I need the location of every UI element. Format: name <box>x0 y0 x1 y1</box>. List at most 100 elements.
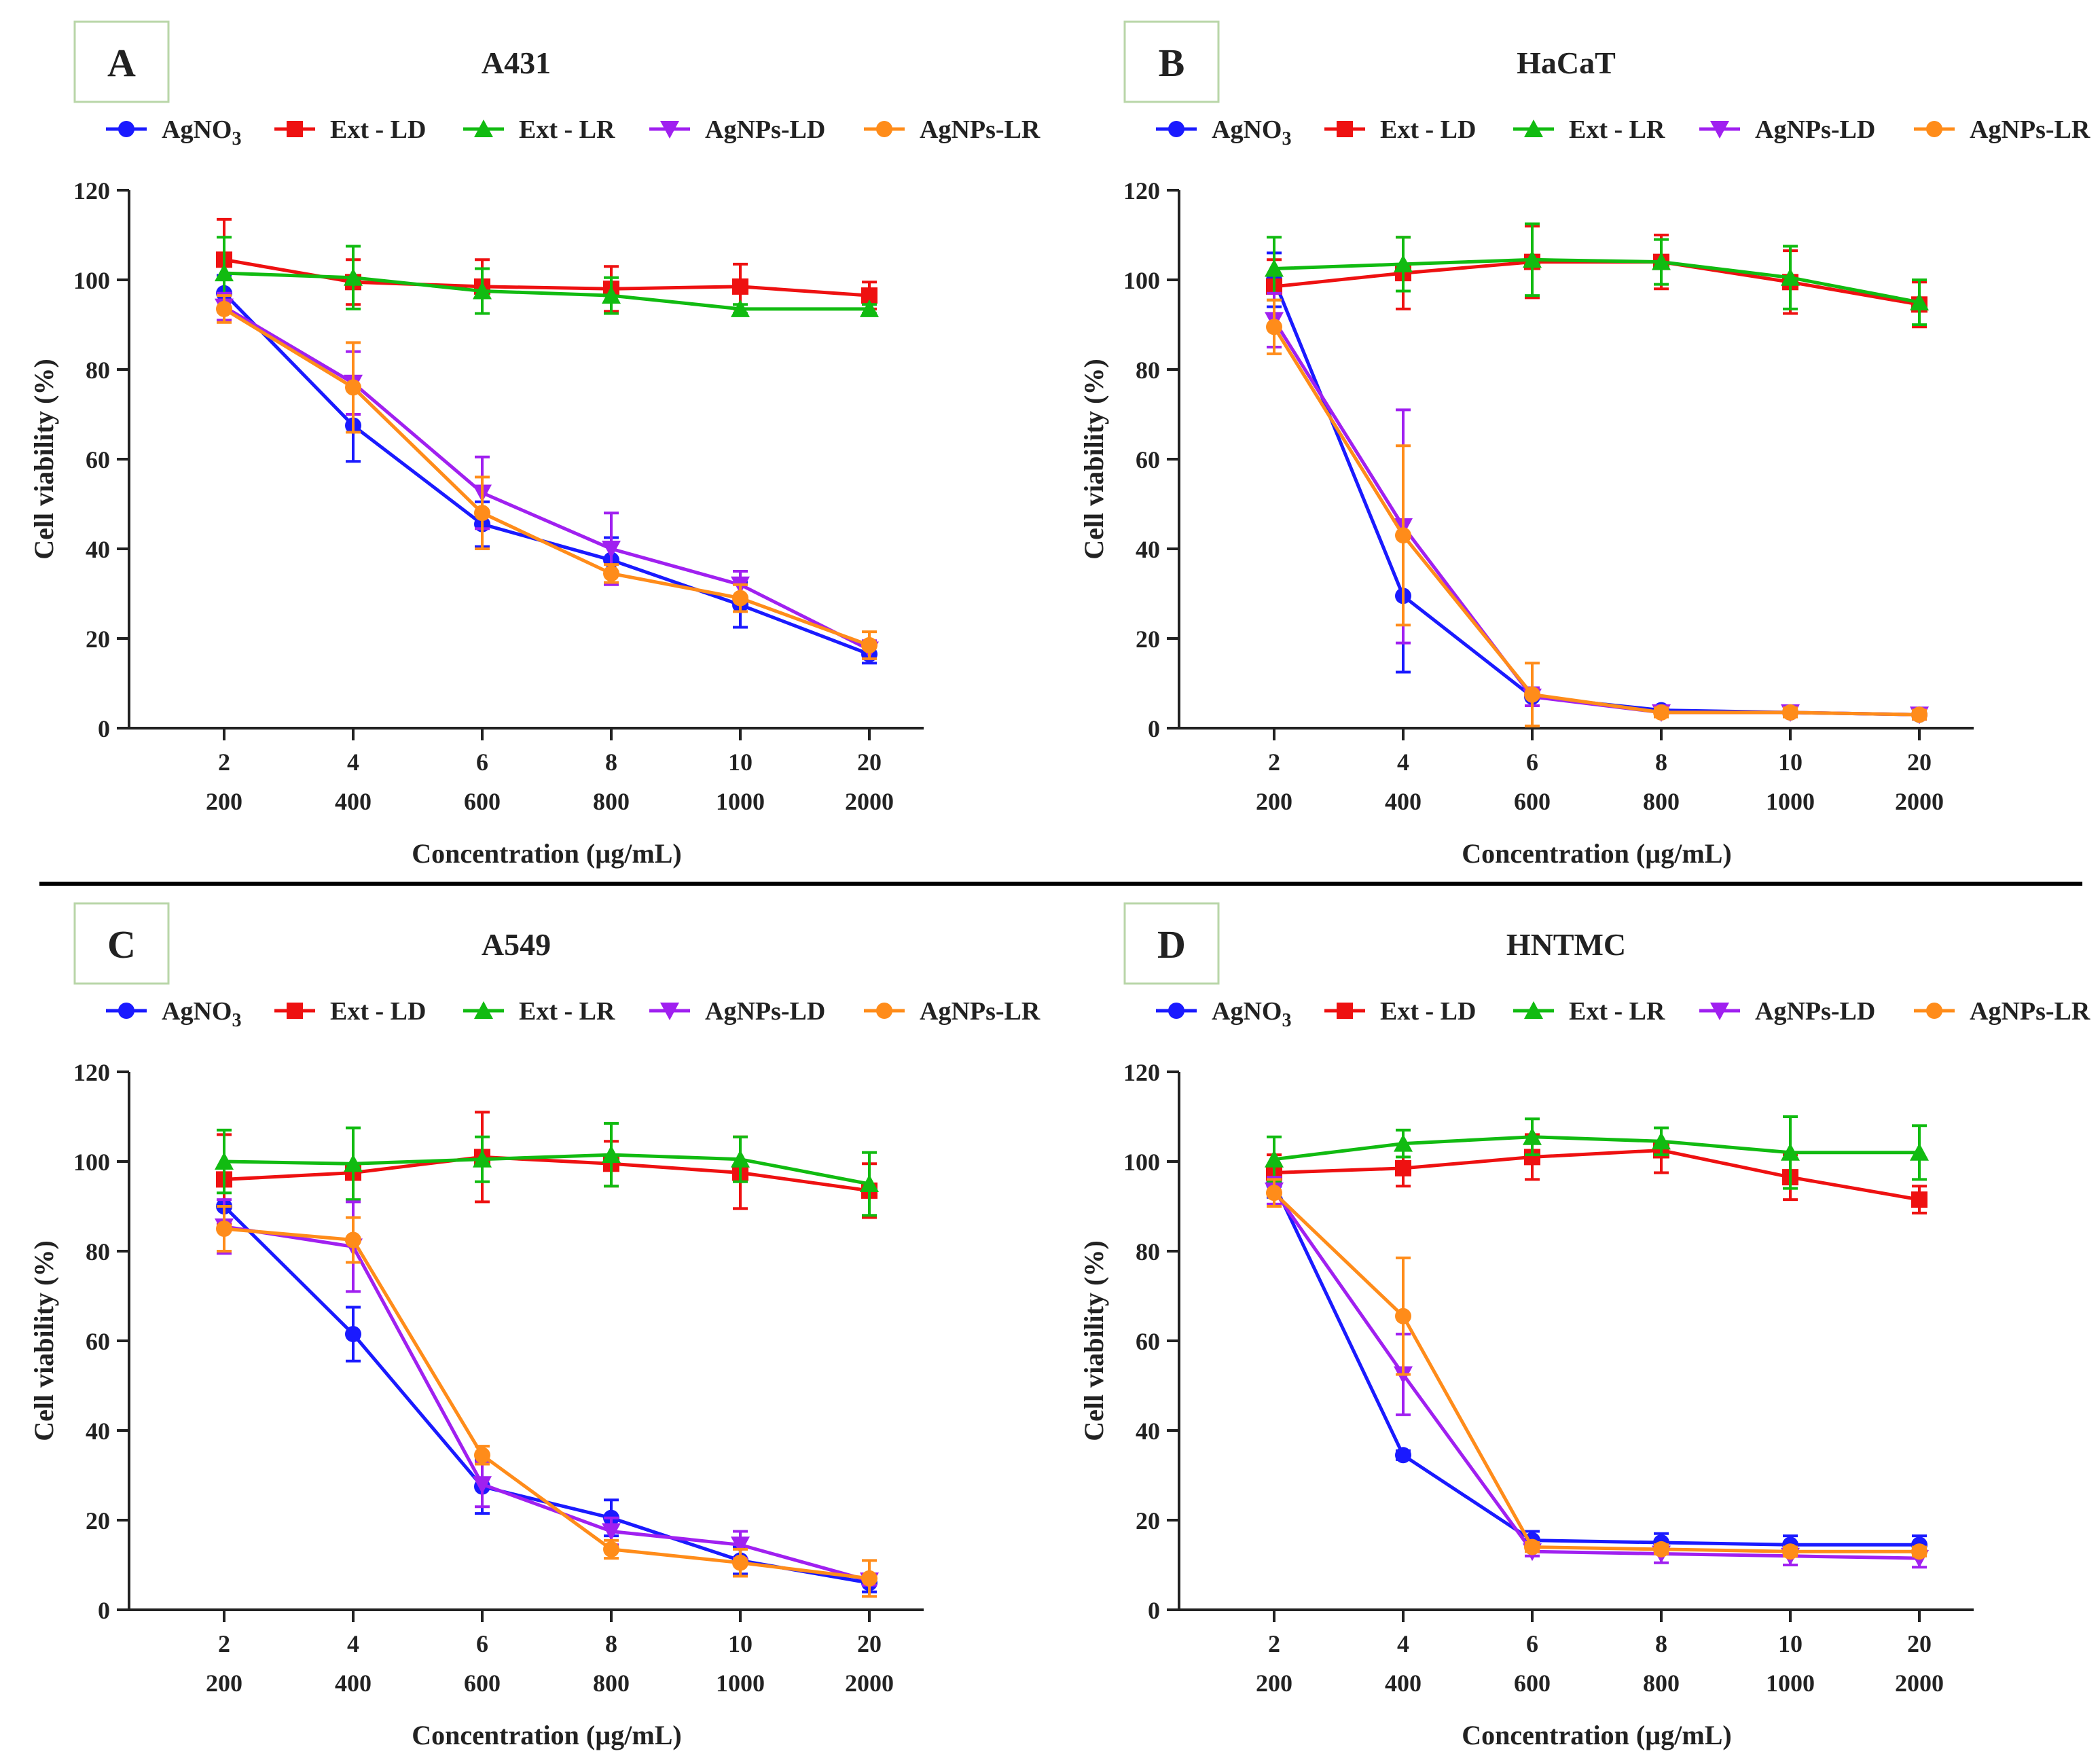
x-tick-label-secondary: 600 <box>1514 1670 1551 1697</box>
legend-item: AgNPs-LD <box>649 115 825 144</box>
series <box>1266 1178 1927 1560</box>
data-point <box>603 1541 619 1558</box>
panel-label-box <box>1123 20 1220 103</box>
data-point <box>732 1554 748 1571</box>
x-tick-label: 20 <box>1907 749 1932 776</box>
legend-label: AgNO3 <box>162 997 241 1031</box>
y-tick-label: 40 <box>86 536 110 563</box>
data-point <box>1524 1538 1540 1555</box>
series-line <box>223 271 869 311</box>
y-tick-label: 20 <box>86 1507 110 1534</box>
data-point <box>474 1447 490 1464</box>
chart-svg: D HNTMC AgNO3 Ext - LD Ext - LR AgNPs-LD AgNPs… <box>1079 902 2090 1750</box>
x-tick-label: 8 <box>605 1630 617 1657</box>
legend-marker <box>118 121 134 137</box>
data-point <box>860 299 879 317</box>
legend-item: Ext - LR <box>1513 997 1665 1026</box>
y-tick-label: 60 <box>1136 1328 1160 1355</box>
legend-marker <box>474 120 493 137</box>
legend-item: AgNPs-LR <box>1914 997 2090 1026</box>
data-point <box>473 281 492 300</box>
y-tick-label: 120 <box>1123 1059 1160 1086</box>
series-line <box>1273 1148 1920 1202</box>
legend-item: Ext - LR <box>463 115 615 144</box>
legend-label: Ext - LD <box>1380 115 1476 144</box>
series-line <box>1273 1135 1919 1162</box>
x-tick-label-secondary: 600 <box>464 1670 501 1697</box>
series <box>215 1121 879 1217</box>
legend-item: AgNO3 <box>106 997 241 1031</box>
panel-label: B <box>1159 41 1185 85</box>
x-tick-label: 2 <box>218 749 230 776</box>
legend-marker <box>876 121 892 137</box>
legend-marker <box>660 1003 679 1020</box>
x-tick-label-secondary: 1000 <box>716 1670 765 1697</box>
data-point <box>474 505 490 522</box>
series <box>216 217 877 315</box>
x-tick-label-secondary: 400 <box>335 1670 372 1697</box>
panel-d: D HNTMC AgNO3 Ext - LD Ext - LR AgNPs-LD AgNPs… <box>1050 882 2100 1763</box>
x-tick-label: 2 <box>1268 749 1280 776</box>
series-line <box>223 305 871 651</box>
y-tick-label: 60 <box>1136 446 1160 473</box>
series <box>216 294 877 660</box>
chart-title: A431 <box>482 46 551 80</box>
data-point <box>1782 704 1798 721</box>
series-line <box>223 307 870 647</box>
legend-marker <box>876 1003 892 1019</box>
y-tick-label: 100 <box>73 1149 110 1176</box>
legend-marker <box>1337 121 1353 137</box>
series-line <box>1273 1191 1919 1553</box>
series-line <box>223 1153 870 1186</box>
legend-label: AgNPs-LR <box>920 115 1040 144</box>
y-tick-label: 0 <box>98 715 110 742</box>
legend-marker <box>1926 1003 1942 1019</box>
x-tick-label-secondary: 800 <box>1643 1670 1680 1697</box>
y-tick-label: 0 <box>1148 1597 1160 1624</box>
y-axis-label: Cell viability (%) <box>1079 359 1109 560</box>
x-tick-label: 20 <box>1907 1630 1932 1657</box>
legend-marker <box>287 1003 303 1019</box>
data-point <box>731 1536 750 1555</box>
data-point <box>602 1523 621 1541</box>
data-point <box>1524 686 1540 703</box>
legend-item: AgNO3 <box>106 115 241 149</box>
data-point <box>1266 319 1282 336</box>
legend-item: Ext - LD <box>1324 997 1476 1026</box>
panel-label: D <box>1157 922 1186 967</box>
legend-label: AgNPs-LR <box>1970 997 2090 1026</box>
legend-label: Ext - LR <box>1569 115 1665 144</box>
chart-svg: B HaCaT AgNO3 Ext - LD Ext - LR AgNPs-LD AgNPs… <box>1079 20 2090 869</box>
data-point <box>345 379 361 396</box>
data-point <box>1910 1142 1929 1161</box>
x-tick-label: 6 <box>1526 749 1538 776</box>
y-tick-label: 0 <box>98 1597 110 1624</box>
y-tick-label: 80 <box>1136 1238 1160 1265</box>
x-axis-label: Concentration (µg/mL) <box>412 838 681 869</box>
series-line <box>223 1225 870 1583</box>
legend-item: Ext - LR <box>463 997 615 1026</box>
data-point <box>1911 1543 1927 1560</box>
data-point <box>1395 1308 1411 1325</box>
x-tick-label-secondary: 1000 <box>1766 788 1815 815</box>
x-tick-label: 10 <box>728 749 753 776</box>
y-tick-label: 40 <box>86 1418 110 1445</box>
data-point <box>215 264 234 282</box>
series <box>1266 1169 1927 1555</box>
legend-label: AgNPs-LD <box>1755 997 1875 1026</box>
legend-marker <box>660 121 679 139</box>
data-point <box>1653 704 1669 721</box>
data-point <box>861 636 877 653</box>
legend-marker <box>1710 121 1729 139</box>
panel-label-box <box>73 902 170 985</box>
y-tick-label: 40 <box>1136 1418 1160 1445</box>
x-tick-label-secondary: 800 <box>1643 788 1680 815</box>
series <box>1265 291 1929 725</box>
panel-label: C <box>107 922 136 967</box>
legend-marker <box>1524 120 1543 137</box>
data-point <box>1911 1191 1927 1208</box>
legend-label: Ext - LD <box>330 115 426 144</box>
series <box>1265 222 1929 326</box>
x-tick-label: 10 <box>1778 749 1803 776</box>
panel-c: C A549 AgNO3 Ext - LD Ext - LR AgNPs-LD AgNPs-… <box>0 882 1050 1763</box>
